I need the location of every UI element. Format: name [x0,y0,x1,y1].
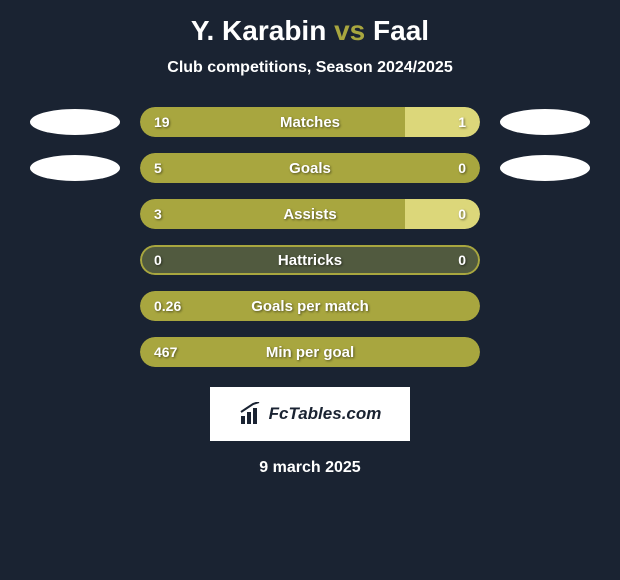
team-badge-right [500,155,590,181]
stat-label: Hattricks [278,252,342,269]
bar-fill-left [140,199,405,229]
stat-row: 5 0 Goals [0,153,620,183]
stat-value-left: 3 [154,206,162,222]
vs-text: vs [334,15,365,46]
stat-row: 19 1 Matches [0,107,620,137]
stat-value-left: 19 [154,114,170,130]
player2-name: Faal [373,15,429,46]
stat-bar: 3 0 Assists [140,199,480,229]
stat-label: Goals per match [251,298,369,315]
stat-label: Goals [289,160,331,177]
comparison-infographic: Y. Karabin vs Faal Club competitions, Se… [0,0,620,477]
stat-value-right: 0 [458,160,466,176]
stat-bar: 0 0 Hattricks [140,245,480,275]
stat-rows: 19 1 Matches 5 0 Goals 3 0 Assists 0 0 Hattricks 0.2… [0,107,620,367]
chart-icon [239,402,263,426]
bar-fill-right [405,199,480,229]
player1-name: Y. Karabin [191,15,326,46]
stat-value-right: 0 [458,252,466,268]
subtitle: Club competitions, Season 2024/2025 [167,59,452,77]
stat-row: 0.26 Goals per match [0,291,620,321]
stat-value-left: 5 [154,160,162,176]
stat-row: 467 Min per goal [0,337,620,367]
stat-label: Matches [280,114,340,131]
stat-value-right: 0 [458,206,466,222]
stat-bar: 5 0 Goals [140,153,480,183]
site-logo: FcTables.com [210,387,410,441]
stat-label: Assists [283,206,336,223]
team-badge-left [30,109,120,135]
stat-bar: 19 1 Matches [140,107,480,137]
team-badge-right [500,109,590,135]
stat-value-left: 0.26 [154,298,181,314]
stat-value-left: 467 [154,344,177,360]
stat-row: 0 0 Hattricks [0,245,620,275]
stat-value-left: 0 [154,252,162,268]
stat-label: Min per goal [266,344,354,361]
stat-row: 3 0 Assists [0,199,620,229]
date-text: 9 march 2025 [259,459,360,477]
page-title: Y. Karabin vs Faal [191,15,429,47]
stat-bar: 0.26 Goals per match [140,291,480,321]
stat-value-right: 1 [458,114,466,130]
bar-fill-left [140,107,405,137]
team-badge-left [30,155,120,181]
stat-bar: 467 Min per goal [140,337,480,367]
bar-fill-right [405,107,480,137]
logo-text: FcTables.com [269,404,382,424]
